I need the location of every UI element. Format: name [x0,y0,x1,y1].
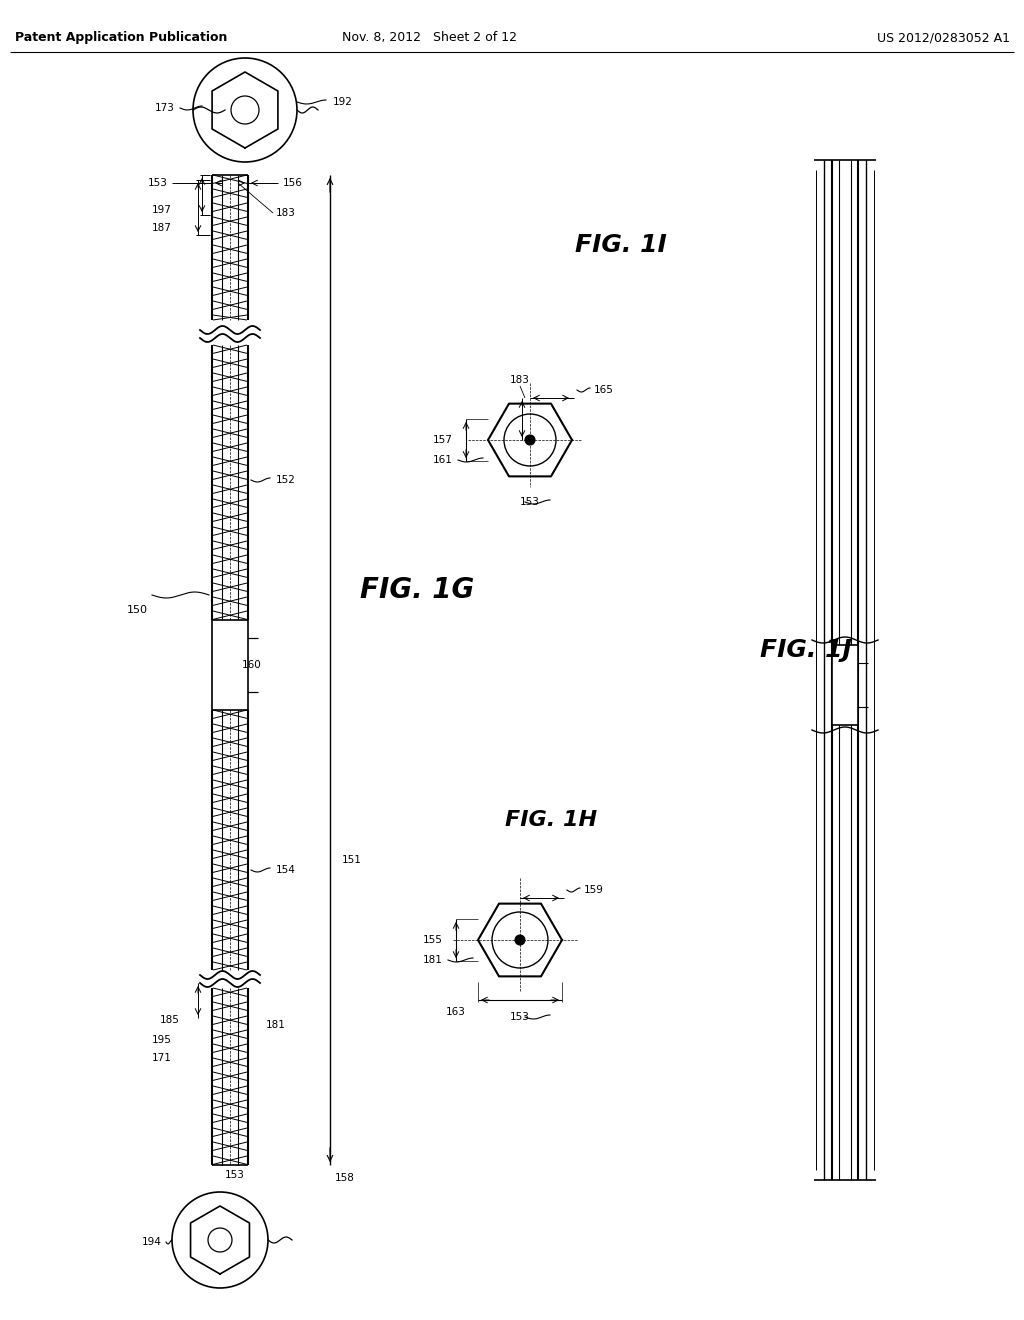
Text: 151: 151 [342,855,361,865]
Text: 154: 154 [276,865,296,875]
Text: FIG. 1J: FIG. 1J [760,638,852,663]
Bar [831,645,858,725]
Text: FIG. 1G: FIG. 1G [360,576,474,605]
Text: FIG. 1I: FIG. 1I [575,234,667,257]
Text: 183: 183 [510,375,530,385]
Text: 181: 181 [266,1020,286,1030]
Text: 157: 157 [433,436,453,445]
Text: 156: 156 [283,178,303,187]
Text: FIG. 1H: FIG. 1H [505,810,597,830]
Text: 194: 194 [142,1237,162,1247]
Text: 153: 153 [225,1170,245,1180]
Text: 159: 159 [584,884,604,895]
Text: 165: 165 [594,385,613,395]
Text: 163: 163 [446,1007,466,1016]
Text: Patent Application Publication: Patent Application Publication [15,32,227,45]
Text: 158: 158 [335,1173,355,1183]
Text: 155: 155 [423,935,443,945]
Text: 153: 153 [510,1012,530,1022]
Text: US 2012/0283052 A1: US 2012/0283052 A1 [877,32,1010,45]
Text: 171: 171 [153,1053,172,1063]
Text: 187: 187 [153,223,172,234]
Text: 192: 192 [333,96,353,107]
Text: 181: 181 [423,954,443,965]
Text: 185: 185 [160,1015,180,1026]
Text: 197: 197 [153,205,172,215]
Text: 161: 161 [433,455,453,465]
Circle shape [515,935,525,945]
Text: 152: 152 [276,475,296,484]
Text: 173: 173 [155,103,175,114]
Text: 160: 160 [242,660,262,671]
Text: 153: 153 [148,178,168,187]
Text: 150: 150 [127,605,148,615]
Circle shape [525,436,535,445]
Bar [212,620,248,710]
Text: 153: 153 [520,498,540,507]
Text: 183: 183 [276,209,296,218]
Text: Nov. 8, 2012   Sheet 2 of 12: Nov. 8, 2012 Sheet 2 of 12 [342,32,517,45]
Text: 195: 195 [153,1035,172,1045]
